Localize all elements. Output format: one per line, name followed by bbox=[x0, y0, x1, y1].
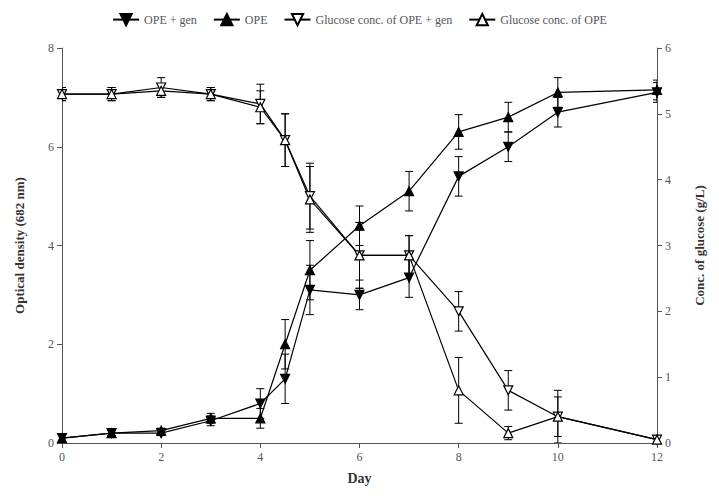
svg-text:Glucose conc. of OPE + gen: Glucose conc. of OPE + gen bbox=[316, 13, 453, 27]
svg-text:3: 3 bbox=[665, 239, 671, 253]
svg-text:4: 4 bbox=[257, 450, 263, 464]
svg-text:0: 0 bbox=[48, 436, 54, 450]
svg-text:Optical density (682 nm): Optical density (682 nm) bbox=[12, 177, 27, 314]
svg-text:2: 2 bbox=[665, 304, 671, 318]
svg-text:6: 6 bbox=[665, 41, 671, 55]
svg-text:Day: Day bbox=[347, 471, 371, 486]
svg-text:10: 10 bbox=[552, 450, 564, 464]
svg-text:12: 12 bbox=[651, 450, 663, 464]
svg-text:OPE: OPE bbox=[245, 13, 268, 27]
svg-text:0: 0 bbox=[665, 436, 671, 450]
svg-text:2: 2 bbox=[158, 450, 164, 464]
svg-text:0: 0 bbox=[59, 450, 65, 464]
svg-text:2: 2 bbox=[48, 337, 54, 351]
svg-text:Glucose conc. of OPE: Glucose conc. of OPE bbox=[500, 13, 607, 27]
svg-text:8: 8 bbox=[48, 41, 54, 55]
svg-text:4: 4 bbox=[48, 239, 54, 253]
svg-text:OPE + gen: OPE + gen bbox=[144, 13, 197, 27]
svg-text:5: 5 bbox=[665, 107, 671, 121]
svg-text:6: 6 bbox=[48, 140, 54, 154]
svg-text:6: 6 bbox=[357, 450, 363, 464]
svg-text:4: 4 bbox=[665, 173, 671, 187]
svg-text:Conc. of glucose (g/L): Conc. of glucose (g/L) bbox=[692, 185, 707, 306]
svg-text:8: 8 bbox=[456, 450, 462, 464]
svg-text:1: 1 bbox=[665, 370, 671, 384]
